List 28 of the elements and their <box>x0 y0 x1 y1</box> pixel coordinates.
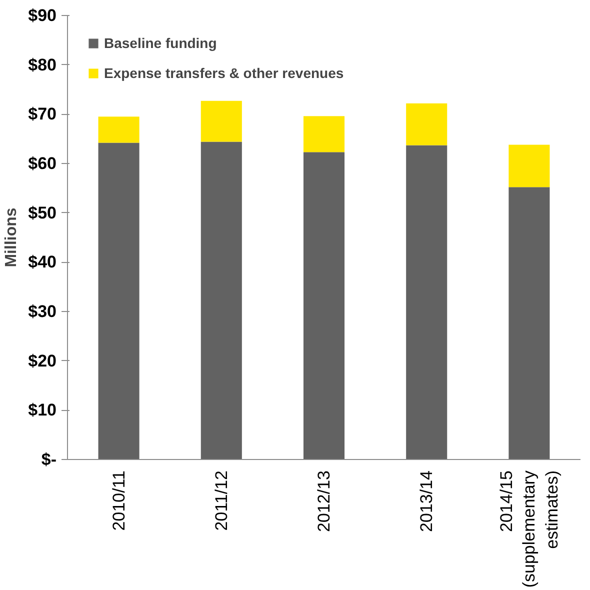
x-tick-label: 2012/13 <box>314 470 334 532</box>
legend-label: Baseline funding <box>104 35 217 51</box>
bar <box>303 116 345 152</box>
bar <box>508 187 550 460</box>
x-tick-label: 2013/14 <box>417 470 436 532</box>
bar <box>406 103 448 146</box>
bar <box>98 142 140 460</box>
y-tick-label: $20 <box>28 351 57 370</box>
y-tick-label: $50 <box>28 203 57 222</box>
y-tick-label: $60 <box>28 154 57 173</box>
y-tick-label: $90 <box>28 6 57 25</box>
bar <box>200 142 242 460</box>
y-tick-label: $40 <box>28 252 57 272</box>
y-tick-label: $70 <box>28 104 57 124</box>
x-tick-label: 2014/15 (supplementary estimates) <box>496 470 562 588</box>
bar <box>508 144 550 188</box>
bar <box>200 100 242 142</box>
y-tick-label: $10 <box>28 400 57 420</box>
x-tick-label: 2011/12 <box>212 470 231 531</box>
bar <box>98 116 140 143</box>
bar <box>406 145 448 460</box>
y-axis-title: Millions <box>3 208 20 268</box>
legend-label: Expense transfers & other revenues <box>104 65 344 81</box>
y-tick-label: $- <box>41 450 57 469</box>
x-tick-label: 2010/11 <box>109 470 128 531</box>
y-tick-label: $30 <box>28 302 57 321</box>
y-tick-label: $80 <box>28 55 57 74</box>
bar <box>303 152 345 460</box>
